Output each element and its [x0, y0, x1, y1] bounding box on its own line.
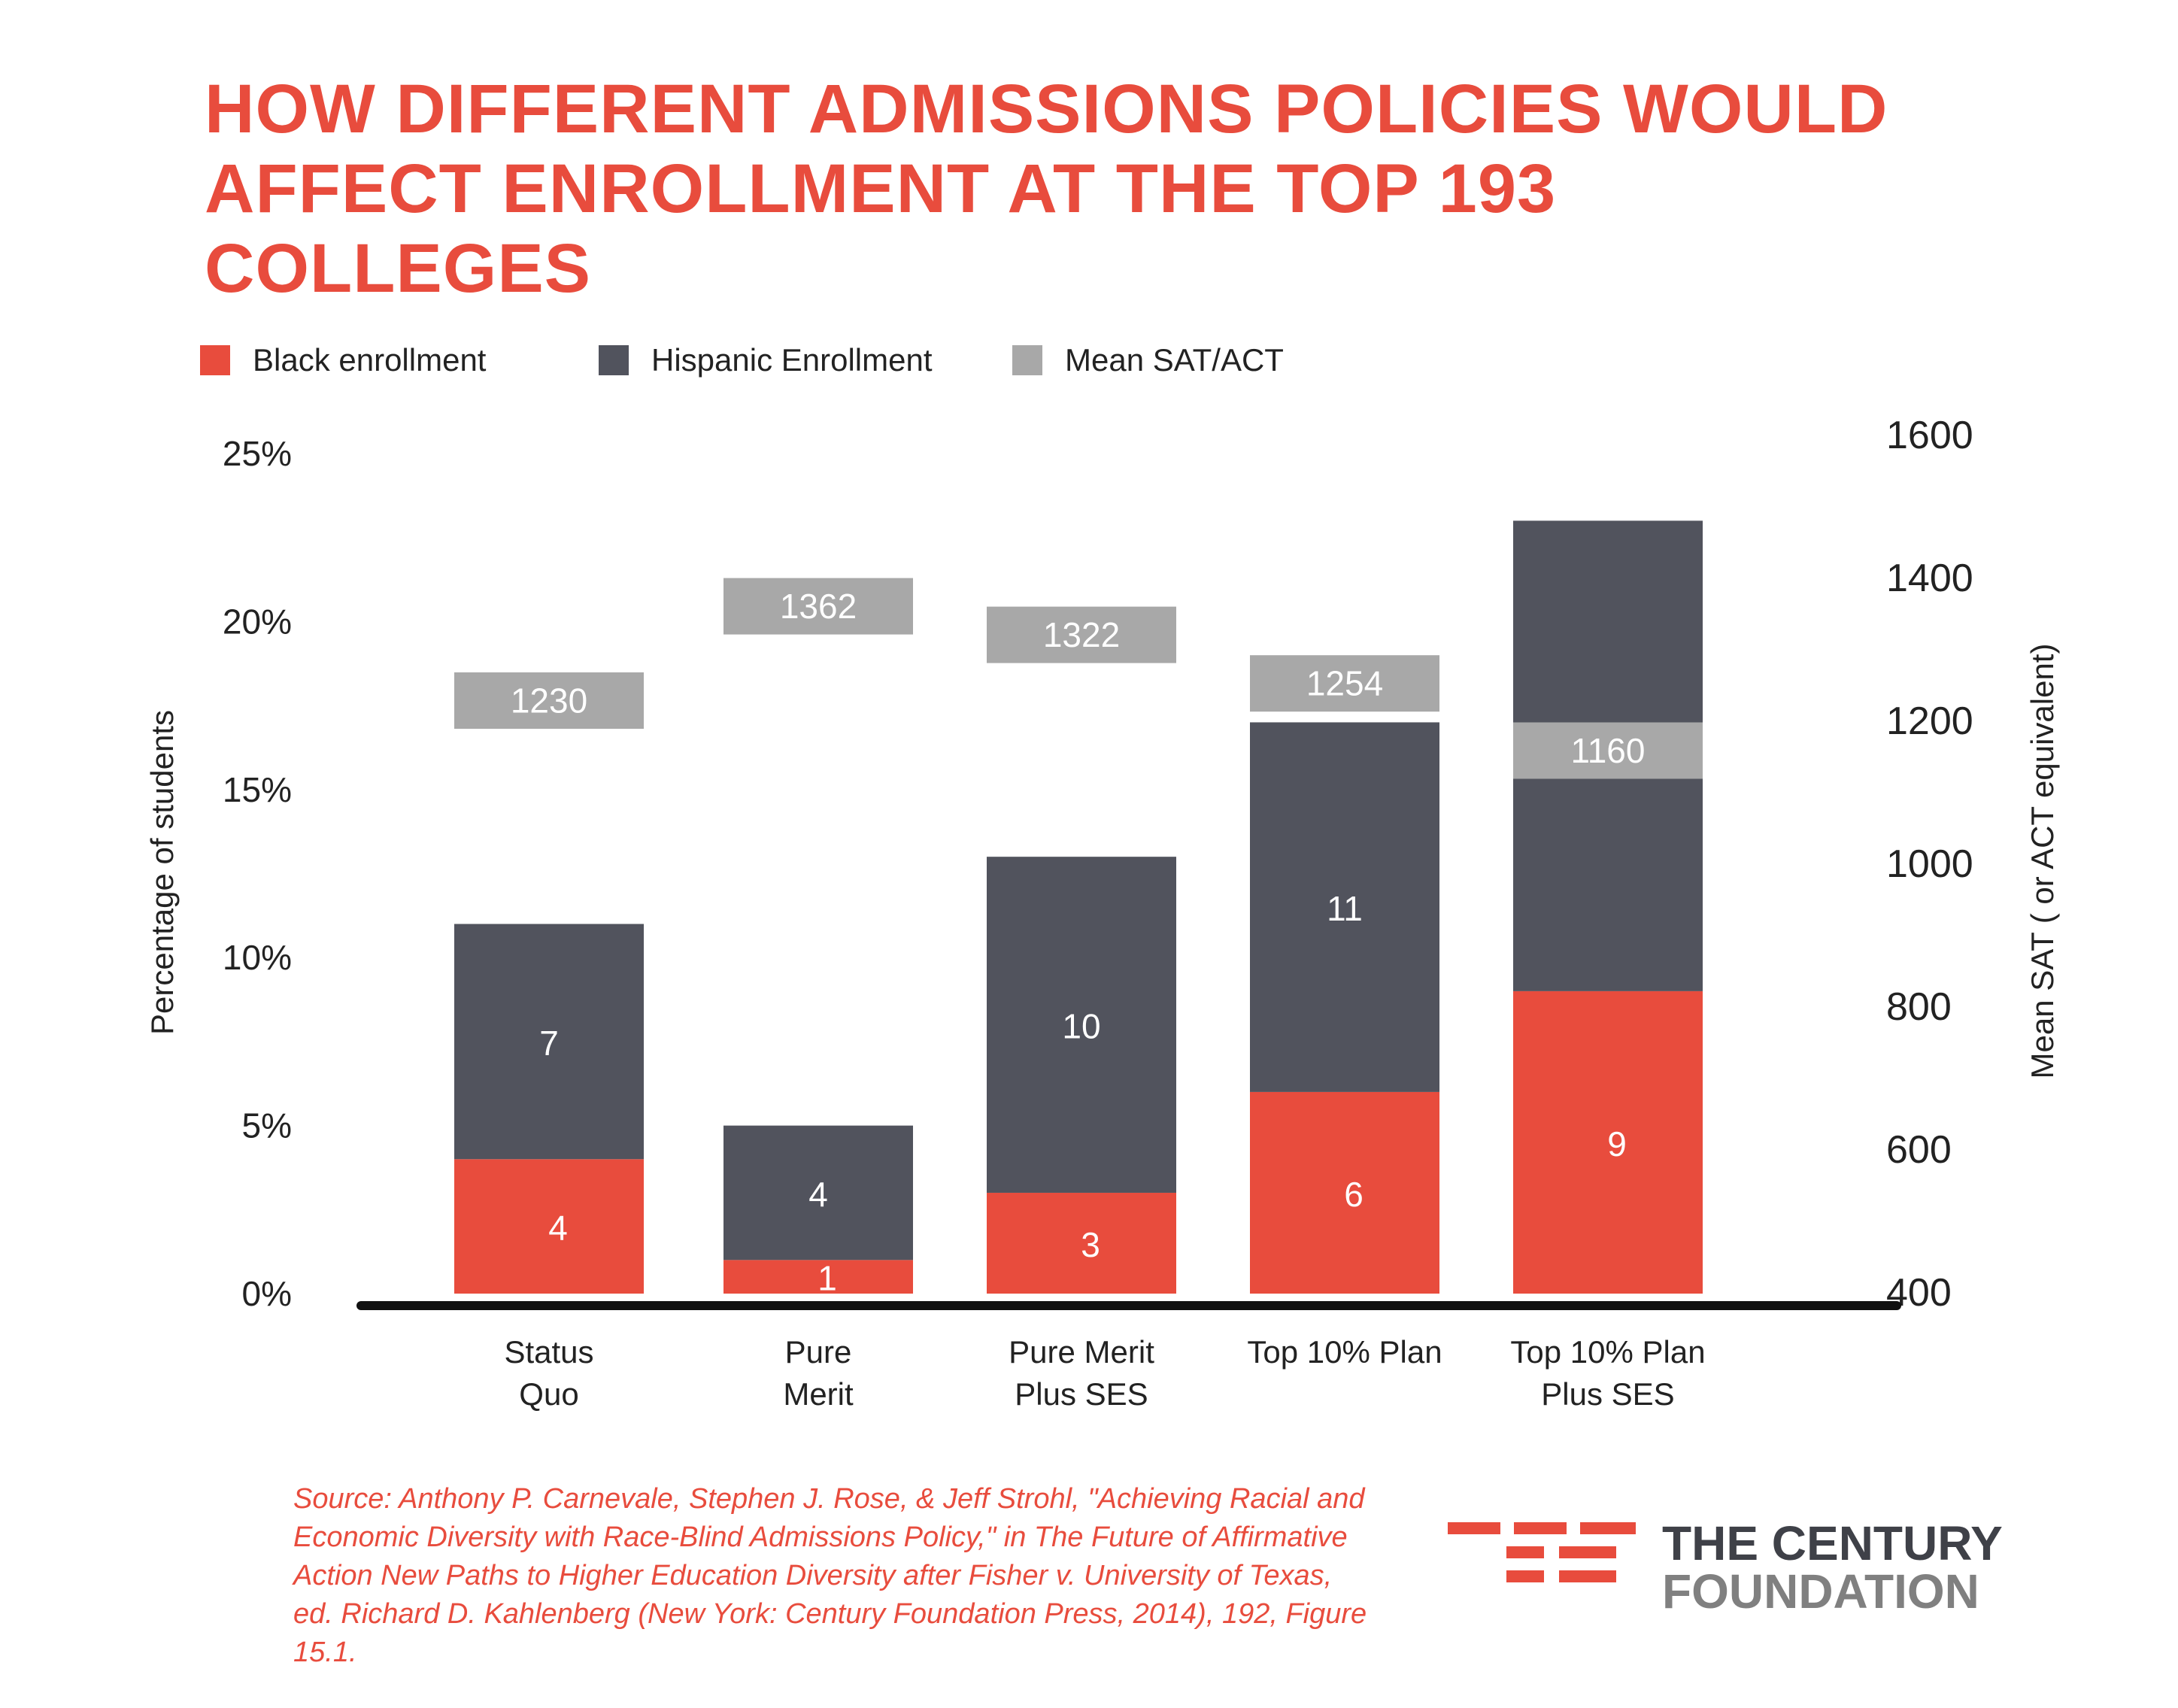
bar-hispanic: [454, 924, 644, 1160]
category-label: Quo: [519, 1376, 578, 1412]
category-label: Pure: [785, 1334, 852, 1370]
category-label: Plus SES: [1015, 1376, 1148, 1412]
legend: Black enrollment Hispanic Enrollment Mea…: [0, 342, 2178, 395]
bar-label-hispanic: 11: [1327, 889, 1363, 928]
category-label: Top 10% Plan: [1510, 1334, 1705, 1370]
legend-swatch-black: [200, 345, 230, 375]
bar-label-black: 1: [818, 1259, 837, 1298]
bar-black: [723, 1260, 913, 1294]
category-label: Pure Merit: [1009, 1334, 1154, 1370]
century-foundation-logo: THE CENTURY FOUNDATION: [1448, 1512, 2012, 1617]
left-tick-label: 5%: [242, 1106, 292, 1145]
right-tick-label: 1000: [1886, 842, 1973, 886]
sat-label: 1254: [1306, 664, 1383, 703]
legend-label-hispanic: Hispanic Enrollment: [651, 342, 933, 378]
category-label: Top 10% Plan: [1247, 1334, 1442, 1370]
sat-box: [1513, 722, 1703, 779]
legend-swatch-hispanic: [599, 345, 629, 375]
legend-label-sat: Mean SAT/ACT: [1065, 342, 1284, 378]
left-axis-title: Percentage of students: [144, 710, 180, 1035]
legend-item-hispanic: Hispanic Enrollment: [599, 342, 933, 378]
right-tick-label: 600: [1886, 1128, 1952, 1172]
sat-label: 1362: [780, 587, 857, 626]
bar-label-hispanic: 4: [808, 1175, 828, 1214]
source-note: Source: Anthony P. Carnevale, Stephen J.…: [293, 1483, 1367, 1668]
sat-box: [1250, 655, 1439, 712]
right-tick-label: 1200: [1886, 699, 1973, 743]
left-tick-label: 20%: [223, 602, 292, 641]
right-tick-label: 1400: [1886, 557, 1973, 600]
logo-wordmark: THE CENTURY FOUNDATION: [1662, 1519, 2003, 1615]
bar-label-black: 3: [1081, 1225, 1100, 1264]
chart-title: HOW DIFFERENT ADMISSIONS POLICIES WOULD …: [205, 71, 1888, 307]
legend-label-black: Black enrollment: [253, 342, 487, 378]
bar-label-hispanic: 10: [1062, 1007, 1100, 1046]
legend-item-sat: Mean SAT/ACT: [1012, 342, 1284, 378]
bar-black: [987, 1192, 1176, 1294]
bar-label-black: 4: [548, 1209, 568, 1248]
bar-black: [1250, 1091, 1439, 1294]
category-label: Plus SES: [1541, 1376, 1674, 1412]
left-tick-label: 10%: [223, 938, 292, 977]
sat-label: 1230: [511, 681, 587, 721]
category-label: Merit: [783, 1376, 854, 1412]
category-label: Status: [504, 1334, 593, 1370]
sat-box: [723, 578, 913, 635]
bar-hispanic: [987, 857, 1176, 1193]
right-axis-title: Mean SAT ( or ACT equivalent): [2025, 644, 2060, 1079]
legend-swatch-sat: [1012, 345, 1042, 375]
left-tick-label: 0%: [242, 1274, 292, 1313]
bar-label-black: 6: [1344, 1175, 1364, 1214]
logo-mark-icon: [1448, 1522, 1636, 1582]
left-tick-label: 15%: [223, 770, 292, 809]
sat-label: 1322: [1043, 615, 1120, 654]
logo-line-2: FOUNDATION: [1662, 1564, 1979, 1619]
bar-hispanic: [1250, 722, 1439, 1092]
logo-line-1: THE CENTURY: [1662, 1516, 2003, 1570]
bar-label-hispanic: 7: [539, 1024, 559, 1063]
sat-label: 1160: [1571, 731, 1646, 770]
sat-box: [987, 606, 1176, 663]
bar-label-black: 9: [1607, 1124, 1627, 1163]
right-tick-label: 1600: [1886, 414, 1973, 457]
bar-hispanic: [723, 1125, 913, 1261]
legend-item-black: Black enrollment: [200, 342, 486, 378]
right-tick-label: 800: [1886, 985, 1952, 1029]
bar-black: [454, 1159, 644, 1294]
left-tick-label: 25%: [223, 434, 292, 473]
sat-box: [454, 672, 644, 729]
bar-black: [1513, 991, 1703, 1294]
